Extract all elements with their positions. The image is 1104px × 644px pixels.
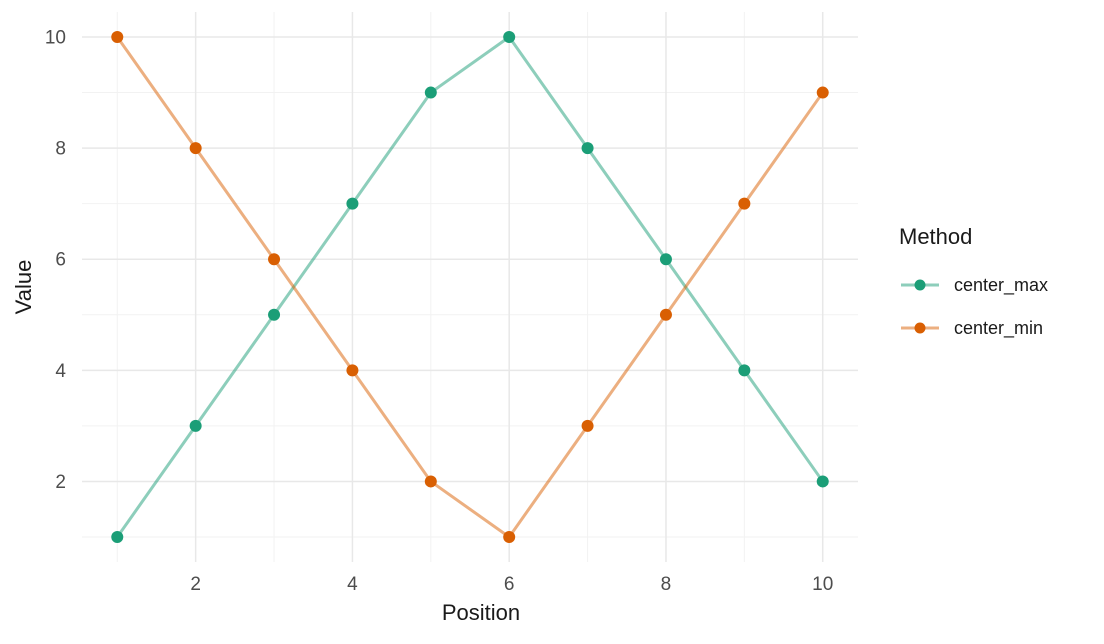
- x-tick-label: 6: [504, 574, 515, 595]
- x-tick-label: 2: [190, 574, 201, 595]
- legend-key-line-dot-icon: [901, 279, 939, 291]
- legend-item-center-min: center_min: [899, 313, 1048, 343]
- data-point-center_max: [111, 531, 124, 543]
- data-point-center_min: [738, 197, 751, 210]
- data-point-center_max: [346, 197, 359, 210]
- data-point-center_min: [503, 531, 516, 543]
- data-point-center_max: [503, 31, 516, 43]
- y-tick-label: 2: [55, 472, 66, 493]
- data-point-center_min: [659, 308, 672, 321]
- y-tick-label: 6: [55, 250, 66, 271]
- legend-item-center-max: center_max: [899, 270, 1048, 300]
- x-axis-title: Position: [441, 600, 521, 625]
- legend: Method center_max center_min: [899, 224, 1048, 356]
- data-point-center_min: [816, 86, 829, 99]
- y-axis-title: Value: [11, 259, 36, 315]
- x-tick-label: 8: [661, 574, 672, 595]
- data-point-center_min: [424, 475, 437, 488]
- data-point-center_max: [581, 142, 594, 155]
- data-point-center_min: [581, 419, 594, 432]
- x-tick-label: 10: [812, 574, 833, 595]
- series-line-center_min: [115, 35, 825, 539]
- data-point-center_min: [111, 31, 124, 43]
- series-line-center_max: [115, 35, 825, 539]
- data-point-center_max: [268, 308, 281, 321]
- data-point-center_max: [816, 475, 829, 488]
- legend-item-label: center_min: [954, 317, 1044, 338]
- x-tick-label: 4: [347, 574, 358, 595]
- data-point-center_max: [659, 253, 672, 266]
- data-point-center_max: [738, 364, 751, 377]
- data-point-center_max: [424, 86, 437, 99]
- legend-title: Method: [899, 224, 973, 249]
- y-tick-label: 4: [55, 361, 66, 382]
- data-point-center_min: [346, 364, 359, 377]
- data-point-center_max: [189, 419, 202, 432]
- data-point-center_min: [268, 253, 281, 266]
- y-tick-label: 8: [55, 139, 66, 160]
- legend-key-line-dot-icon: [901, 322, 939, 334]
- legend-item-label: center_max: [954, 274, 1049, 295]
- data-point-center_min: [189, 142, 202, 155]
- y-tick-label: 10: [45, 28, 66, 49]
